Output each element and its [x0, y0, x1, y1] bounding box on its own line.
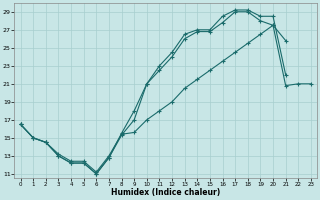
X-axis label: Humidex (Indice chaleur): Humidex (Indice chaleur) — [111, 188, 220, 197]
